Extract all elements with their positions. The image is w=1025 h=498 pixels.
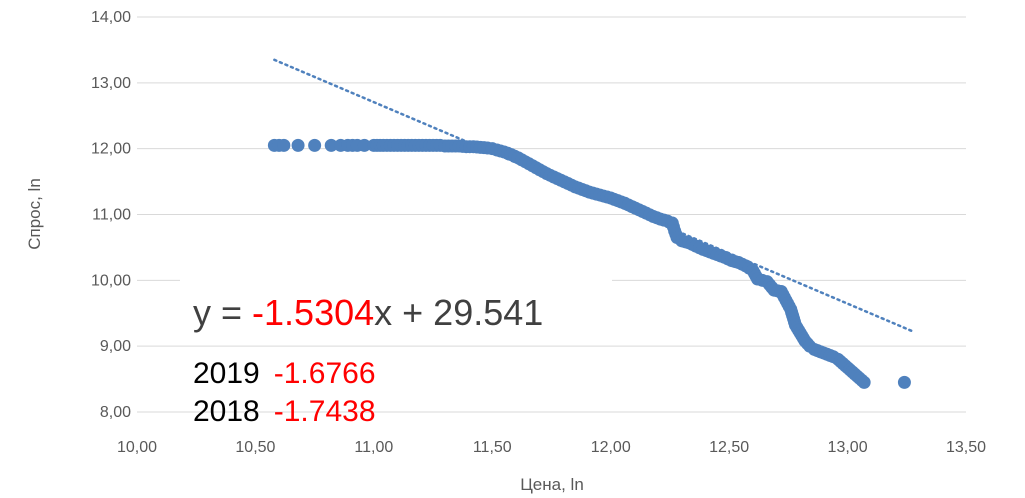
x-tick-label: 13,50 <box>946 439 986 456</box>
x-tick-label: 10,00 <box>117 439 157 456</box>
x-tick-label: 11,00 <box>354 439 393 456</box>
data-point <box>277 138 291 152</box>
trendline <box>273 58 913 333</box>
data-point <box>897 375 911 389</box>
y-tick-label: 9,00 <box>100 338 131 355</box>
y-tick-label: 12,00 <box>91 141 131 158</box>
y-tick-labels: 8,00 9,00 10,00 11,00 12,00 13,00 14,00 <box>91 9 131 421</box>
annotation-2018: 2018 -1.7438 <box>193 395 376 428</box>
data-point <box>308 138 322 152</box>
gridlines <box>137 16 966 413</box>
annotation-2019-year: 2019 <box>193 357 260 390</box>
data-points <box>267 138 911 389</box>
equation-coefficient: -1.5304 <box>252 292 374 333</box>
y-tick-label: 8,00 <box>100 404 131 421</box>
y-tick-label: 10,00 <box>91 272 131 289</box>
y-tick-label: 13,00 <box>91 75 131 92</box>
x-tick-labels: 10,00 10,50 11,00 11,50 12,00 12,50 13,00 13,50 <box>117 439 986 456</box>
equation-box <box>180 278 612 340</box>
equation-suffix: x + 29.541 <box>374 292 543 333</box>
trendline-equation: y = -1.5304x + 29.541 <box>193 292 543 333</box>
x-tick-label: 12,50 <box>709 439 749 456</box>
x-tick-label: 10,50 <box>235 439 275 456</box>
annotation-2019: 2019 -1.6766 <box>193 357 376 390</box>
annotation-2018-value: -1.7438 <box>274 395 376 428</box>
annotation-2018-year: 2018 <box>193 395 260 428</box>
annotation-2019-value: -1.6766 <box>274 357 376 390</box>
data-point <box>857 375 871 389</box>
x-axis-title: Цена, ln <box>520 475 584 494</box>
equation-prefix: y = <box>193 292 252 333</box>
data-point <box>291 138 305 152</box>
y-axis-title: Спрос, ln <box>25 178 44 250</box>
x-tick-label: 11,50 <box>473 439 512 456</box>
data-point <box>324 138 338 152</box>
data-point <box>357 138 371 152</box>
x-tick-label: 13,00 <box>828 439 868 456</box>
x-tick-label: 12,00 <box>591 439 631 456</box>
y-tick-label: 14,00 <box>91 9 131 26</box>
trendline-line <box>273 58 913 333</box>
y-tick-label: 11,00 <box>92 207 131 224</box>
